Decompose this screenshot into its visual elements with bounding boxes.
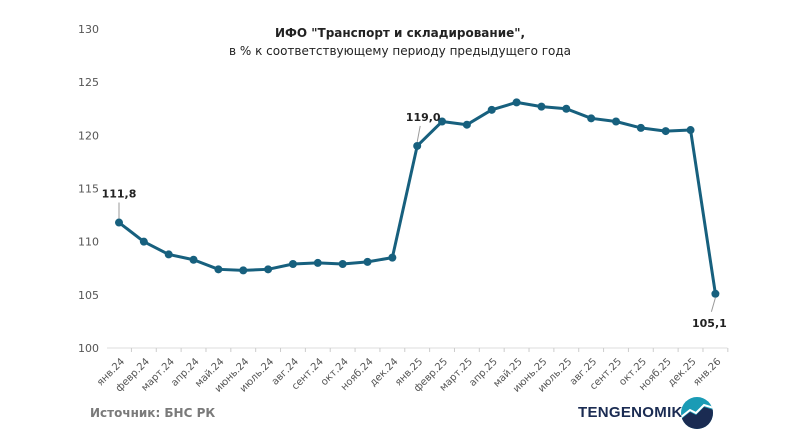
data-point: [413, 141, 422, 150]
data-point: [487, 105, 496, 114]
tengenomika-logo-icon: [681, 397, 713, 429]
data-point: [115, 218, 123, 227]
data-point: [438, 117, 447, 126]
y-tick-label: 125: [78, 76, 99, 89]
data-label: 105,1: [692, 317, 727, 330]
series-line: [118, 100, 717, 294]
brand-name: TENGENOMIKA: [578, 404, 694, 421]
chart-title-line1: ИФО "Транспорт и складирование",: [274, 26, 526, 40]
annotation-leader: [416, 125, 421, 143]
data-point: [264, 265, 273, 274]
data-point: [363, 257, 372, 266]
chart-title-line2: в % к соответствующему периоду предыдуще…: [228, 44, 572, 58]
data-point: [661, 127, 670, 136]
source-note: Источник: БНС РК: [90, 406, 216, 420]
data-point: [537, 102, 546, 111]
x-tick-label: янв.26: [691, 356, 723, 388]
y-tick-label: 130: [78, 23, 99, 36]
data-point: [164, 250, 173, 259]
y-tick-label: 105: [78, 289, 99, 302]
data-point: [288, 259, 297, 268]
data-point: [338, 259, 347, 268]
data-label: 119,0: [406, 111, 441, 124]
data-point: [313, 258, 322, 267]
annotation-leader: [710, 297, 716, 312]
data-point: [139, 237, 148, 246]
data-point: [636, 123, 645, 132]
data-point: [562, 104, 571, 113]
data-point: [711, 289, 720, 298]
y-tick-label: 120: [78, 129, 99, 142]
y-tick-label: 100: [78, 342, 99, 355]
data-point: [462, 120, 471, 129]
data-point: [686, 126, 695, 135]
data-point: [214, 265, 223, 274]
data-point: [587, 114, 596, 123]
y-tick-label: 110: [78, 236, 99, 249]
chart-title: ИФО "Транспорт и складирование", в % к с…: [0, 24, 800, 60]
data-point: [612, 117, 620, 126]
y-tick-label: 115: [78, 183, 99, 196]
data-point: [189, 255, 198, 264]
data-point: [239, 266, 248, 275]
data-label: 111,8: [102, 188, 137, 201]
data-point: [512, 98, 521, 107]
data-point: [388, 253, 397, 262]
